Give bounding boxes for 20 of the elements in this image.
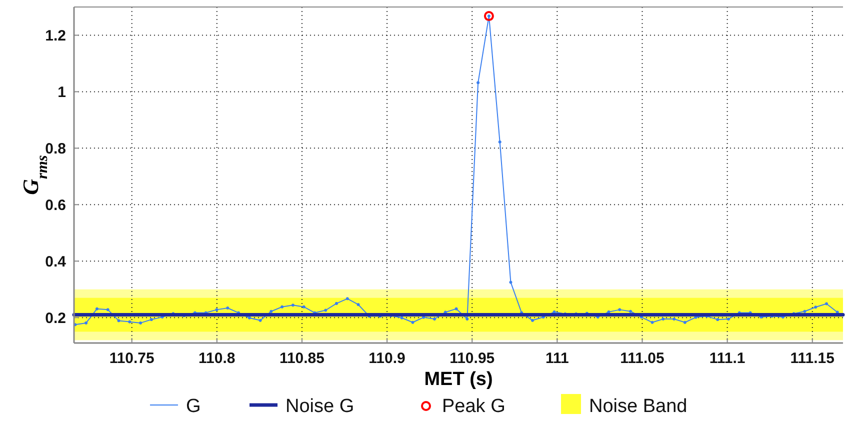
- legend-label: Noise Band: [589, 396, 688, 417]
- y-tick-label: 0.8: [45, 140, 66, 158]
- x-tick-label: 110.85: [279, 350, 325, 367]
- legend-label: G: [186, 396, 201, 417]
- x-tick-label: 111.1: [709, 350, 746, 367]
- x-tick-label: 110.75: [109, 350, 154, 367]
- y-tick-label: 0.4: [45, 253, 67, 270]
- y-tick-label: 0.2: [45, 310, 66, 327]
- x-tick-label: 110.95: [450, 350, 495, 367]
- x-tick-label: 111.15: [790, 350, 834, 367]
- x-tick-label: 110.9: [368, 350, 406, 367]
- y-tick-label: 0.6: [45, 196, 66, 214]
- legend-label: Peak G: [442, 396, 506, 417]
- y-tick-label: 1: [58, 84, 66, 101]
- x-tick-label: 110.8: [198, 350, 236, 367]
- x-tick-label: 111: [545, 350, 569, 367]
- legend-label: Noise G: [286, 396, 354, 417]
- x-tick-label: 111.05: [620, 350, 664, 367]
- x-axis-title: MET (s): [424, 369, 493, 390]
- y-tick-label: 1.2: [45, 27, 66, 44]
